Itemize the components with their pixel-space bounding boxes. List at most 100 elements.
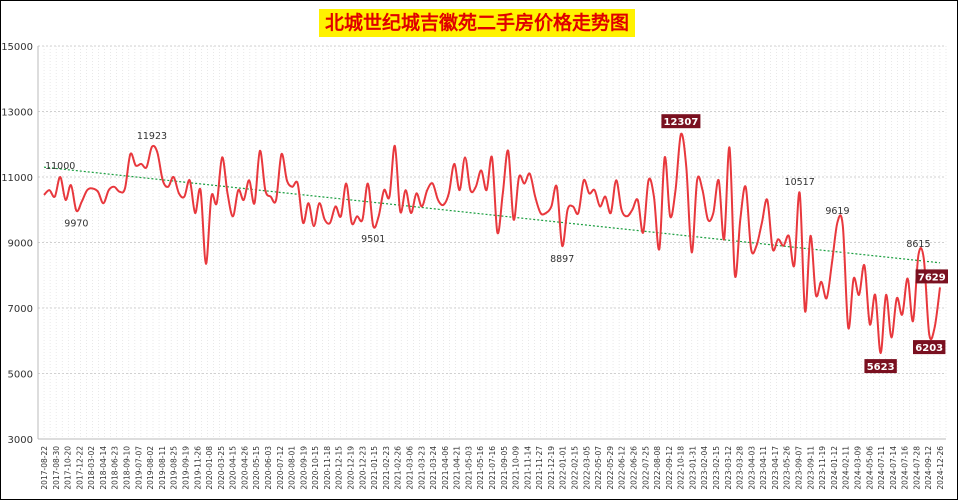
- x-tick-label: 2019-08-11: [158, 446, 167, 490]
- x-tick-label: 2020-11-18: [323, 446, 332, 490]
- x-tick-label: 2021-07-16: [488, 446, 497, 490]
- x-tick-label: 2024-02-11: [842, 446, 851, 490]
- value-label: 10517: [785, 177, 815, 188]
- x-tick-label: 2019-09-19: [181, 446, 190, 490]
- x-tick-label: 2021-04-06: [441, 446, 450, 490]
- x-tick-label: 2018-09-10: [123, 446, 132, 490]
- chart-title: 北城世纪城吉徽苑二手房价格走势图: [319, 9, 636, 37]
- annotations: 11000 9970 11923 9501 8897 12307 10517 9619 5623…: [45, 114, 948, 374]
- x-tick-label: 2022-05-29: [606, 446, 615, 490]
- x-tick-label: 2022-10-18: [677, 446, 686, 490]
- x-tick-label: 2022-05-07: [594, 446, 603, 490]
- y-tick-label: 5000: [8, 370, 33, 381]
- x-tick-label: 2018-03-02: [87, 446, 96, 490]
- x-tick-label: 2020-10-15: [311, 446, 320, 490]
- grid: [37, 45, 947, 440]
- x-tick-label: 2021-03-06: [405, 446, 414, 490]
- x-tick-label: 2023-02-15: [712, 446, 721, 490]
- x-tick-label: 2020-06-03: [264, 446, 273, 490]
- x-tick-label: 2023-03-12: [724, 446, 733, 490]
- x-tick-label: 2020-07-12: [276, 446, 285, 490]
- x-tick-label: 2024-07-14: [889, 446, 898, 490]
- value-badge: [661, 114, 701, 129]
- x-tick-label: 2019-11-26: [193, 446, 202, 490]
- x-tick-label: 2019-08-25: [170, 446, 179, 490]
- price-series-line: [43, 132, 941, 355]
- x-tick-label: 2020-04-15: [229, 446, 238, 490]
- x-tick-label: 2021-05-03: [464, 446, 473, 490]
- x-tick-label: 2020-12-15: [335, 446, 344, 490]
- x-tick-label: 2021-01-15: [370, 446, 379, 490]
- value-label: 9501: [361, 234, 385, 245]
- x-tick-label: 2024-07-11: [877, 446, 886, 490]
- x-tick-label: 2020-12-19: [347, 446, 356, 490]
- x-tick-label: 2024-05-06: [865, 446, 874, 490]
- x-tick-label: 2021-09-05: [500, 446, 509, 490]
- x-tick-label: 2023-01-31: [688, 446, 697, 490]
- value-badge: [915, 269, 948, 284]
- x-tick-label: 2022-06-12: [618, 446, 627, 490]
- x-tick-label: 2024-12-26: [936, 446, 945, 490]
- y-tick-label: 11000: [1, 173, 33, 184]
- x-tick-label: 2018-04-14: [99, 446, 108, 490]
- x-tick-label: 2020-09-19: [299, 446, 308, 490]
- x-axis: 2017-08-22 2017-08-30 2017-10-20 2017-12-22…: [38, 438, 946, 490]
- x-tick-label: 2017-10-20: [64, 446, 73, 490]
- value-label: 8615: [906, 239, 930, 250]
- value-badge-label: 7629: [918, 272, 946, 283]
- x-tick-label: 2023-04-17: [771, 446, 780, 490]
- y-tick-label: 15000: [1, 42, 33, 53]
- value-label: 11923: [137, 131, 167, 142]
- x-tick-label: 2021-11-14: [523, 446, 532, 490]
- x-tick-label: 2020-03-25: [217, 446, 226, 490]
- x-tick-label: 2017-12-22: [75, 446, 84, 490]
- x-tick-label: 2017-08-22: [40, 446, 49, 490]
- x-tick-label: 2021-02-23: [382, 446, 391, 490]
- value-badge: [864, 359, 897, 374]
- value-badge-label: 5623: [867, 362, 895, 373]
- y-tick-label: 13000: [1, 108, 33, 119]
- x-tick-label: 2019-07-07: [134, 446, 143, 490]
- x-tick-label: 2021-05-16: [476, 446, 485, 490]
- x-tick-label: 2024-01-12: [830, 446, 839, 490]
- x-tick-label: 2021-11-27: [535, 446, 544, 490]
- x-tick-label: 2023-04-11: [759, 446, 768, 490]
- x-tick-label: 2023-09-07: [795, 446, 804, 490]
- x-tick-label: 2023-09-11: [806, 446, 815, 490]
- x-tick-label: 2024-07-28: [912, 446, 921, 490]
- x-tick-label: 2023-11-19: [818, 446, 827, 490]
- x-tick-label: 2023-02-04: [700, 446, 709, 490]
- x-tick-label: 2023-05-26: [783, 446, 792, 490]
- x-tick-label: 2022-08-08: [653, 446, 662, 490]
- x-tick-label: 2021-02-26: [394, 446, 403, 490]
- x-tick-label: 2018-06-23: [111, 446, 120, 490]
- x-tick-label: 2022-06-26: [629, 446, 638, 490]
- value-label: 8897: [550, 254, 574, 265]
- x-tick-label: 2020-01-08: [205, 446, 214, 490]
- value-badge-label: 12307: [664, 117, 699, 128]
- x-tick-label: 2022-01-01: [559, 446, 568, 490]
- x-tick-label: 2021-03-23: [417, 446, 426, 490]
- x-tick-label: 2021-12-19: [547, 446, 556, 490]
- x-tick-label: 2021-04-21: [453, 446, 462, 490]
- value-badge: [913, 340, 946, 355]
- x-tick-label: 2021-10-09: [512, 446, 521, 490]
- y-tick-label: 7000: [8, 304, 33, 315]
- x-tick-label: 2023-04-03: [747, 446, 756, 490]
- x-tick-label: 2020-05-15: [252, 446, 261, 490]
- price-series-group: [43, 132, 941, 355]
- value-label: 11000: [45, 161, 75, 172]
- x-tick-label: 2020-04-26: [240, 446, 249, 490]
- value-label: 9970: [64, 219, 88, 230]
- x-tick-label: 2022-02-15: [571, 446, 580, 490]
- x-tick-label: 2024-09-12: [924, 446, 933, 490]
- y-axis: 15000 13000 11000 9000 7000 5000 3000: [1, 42, 39, 446]
- y-tick-label: 9000: [8, 239, 33, 250]
- x-tick-label: 2022-09-12: [665, 446, 674, 490]
- x-tick-label: 2019-08-02: [146, 446, 155, 490]
- x-tick-label: 2023-03-28: [736, 446, 745, 490]
- value-badge-label: 6203: [915, 343, 943, 354]
- x-tick-label: 2017-08-30: [52, 446, 61, 490]
